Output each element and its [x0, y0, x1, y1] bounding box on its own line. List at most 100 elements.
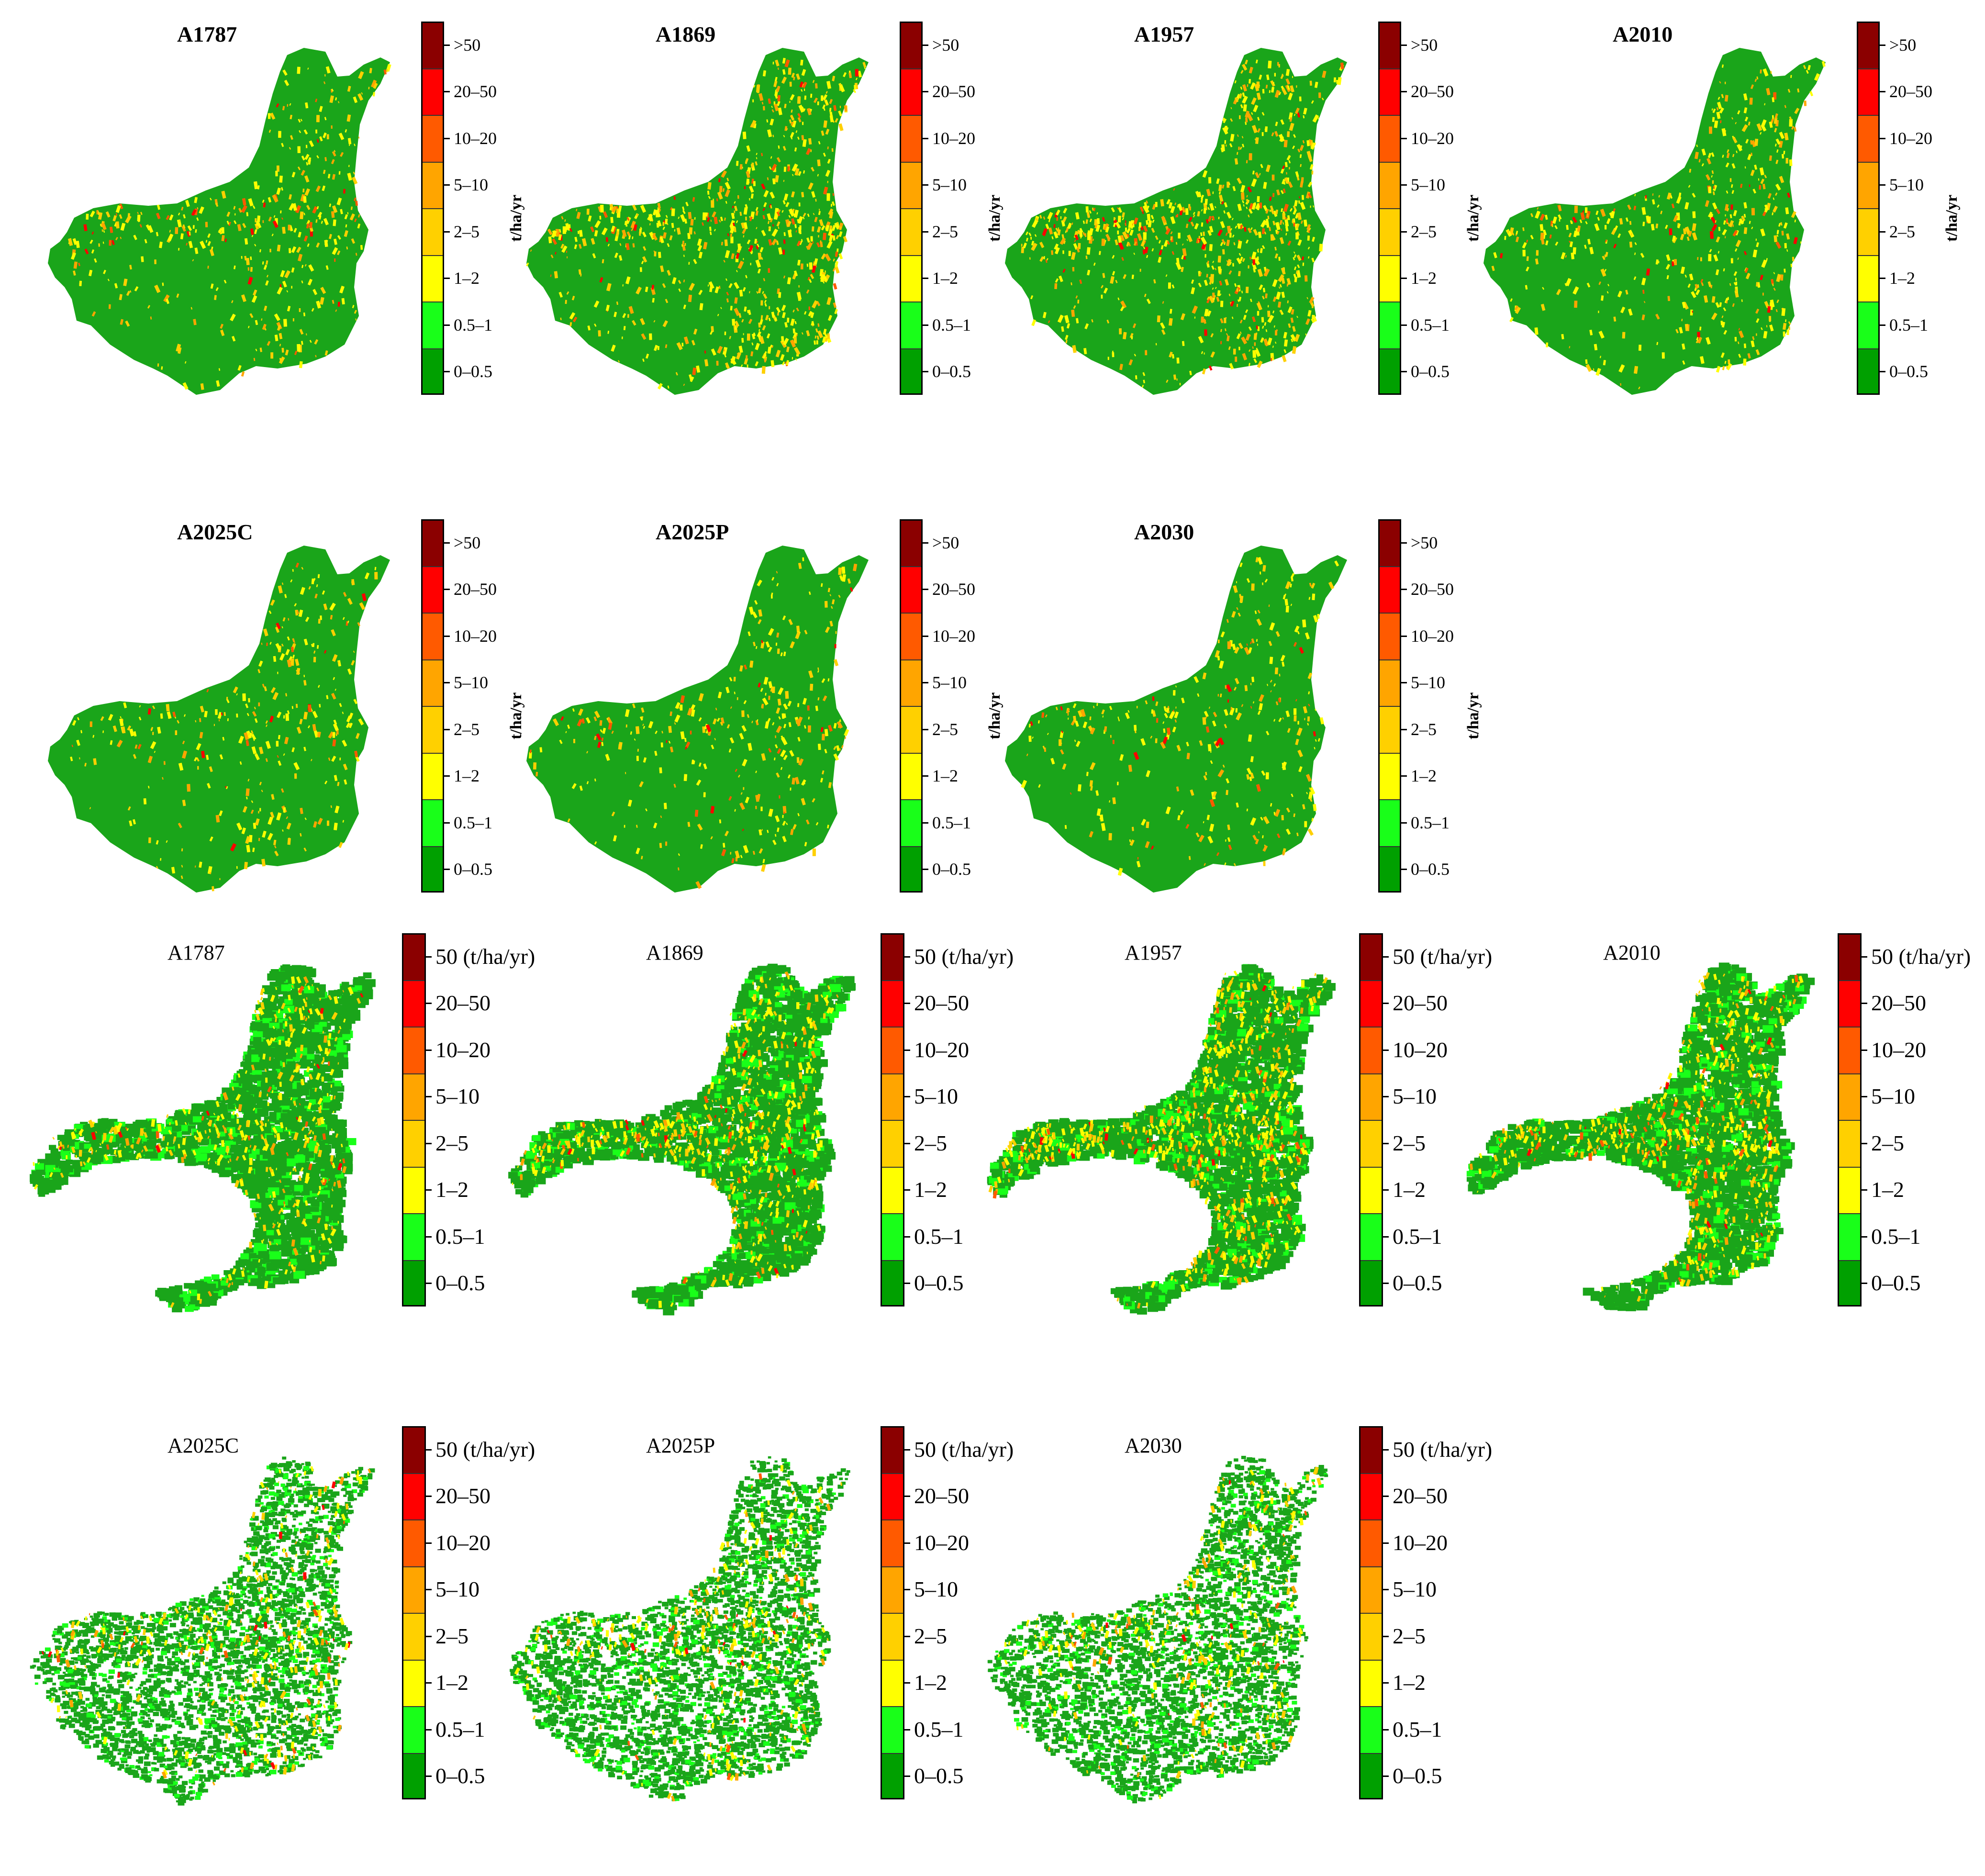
catchment-map	[1474, 38, 1838, 421]
legend-unit-label: t/ha/yr	[1943, 195, 1961, 242]
catchment-area	[1483, 48, 1826, 395]
legend-label: 10–20	[932, 627, 975, 645]
legend-label: 0–0.5	[932, 860, 971, 878]
legend-label: 5–10	[1871, 1085, 1915, 1107]
legend-label: 10–20	[1889, 130, 1932, 147]
legend-label: 0–0.5	[454, 860, 492, 878]
legend-label: 10–20	[435, 1532, 491, 1554]
legend-label: 0–0.5	[1393, 1272, 1442, 1294]
panel-title: A1787	[167, 940, 225, 965]
legend-label: 0.5–1	[1871, 1226, 1921, 1248]
legend-label: >50	[454, 36, 480, 54]
legend-label: >50	[1889, 36, 1916, 54]
catchment-map	[19, 1445, 383, 1828]
legend-colorbar	[1378, 519, 1401, 893]
erosion-cells	[987, 964, 1336, 1315]
panel-title: A1957	[1125, 940, 1182, 965]
legend-label: 5–10	[932, 674, 967, 691]
legend-label: 20–50	[1411, 83, 1454, 100]
legend-label: 2–5	[1411, 721, 1437, 738]
legend-label: 20–50	[914, 1485, 969, 1507]
legend-label: 1–2	[932, 767, 958, 784]
legend-label: 0.5–1	[1393, 1719, 1442, 1741]
legend-label: 1–2	[1393, 1672, 1426, 1694]
legend-label: 10–20	[1411, 130, 1454, 147]
legend-label: 0.5–1	[1889, 316, 1928, 334]
legend-label: 20–50	[1889, 83, 1932, 100]
catchment-map	[517, 38, 881, 421]
erosion-cells	[1467, 962, 1815, 1311]
catchment-area	[526, 546, 869, 893]
legend-label: 0–0.5	[1393, 1765, 1442, 1787]
legend-label: 2–5	[435, 1625, 468, 1647]
legend-label: 2–5	[1871, 1132, 1904, 1154]
legend-label: 1–2	[932, 269, 958, 287]
legend-label: 1–2	[454, 269, 480, 287]
erosion-cells	[510, 1456, 850, 1802]
legend-label: 2–5	[1411, 223, 1437, 240]
legend-label: 20–50	[1871, 992, 1926, 1014]
legend-colorbar	[1838, 933, 1862, 1306]
catchment-area	[48, 546, 390, 893]
legend-label: 0.5–1	[932, 814, 971, 831]
catchment-map	[517, 536, 881, 919]
legend-colorbar	[900, 519, 923, 893]
legend-label: 1–2	[1871, 1179, 1904, 1201]
legend-label: 0.5–1	[435, 1719, 485, 1741]
legend-label: 1–2	[435, 1672, 468, 1694]
panel-title: A2025P	[656, 519, 729, 545]
legend-label: 2–5	[435, 1132, 468, 1154]
legend-label: 2–5	[1393, 1132, 1426, 1154]
erosion-cells	[30, 1457, 375, 1806]
panel-title: A2030	[1134, 519, 1194, 545]
panel-title: A1787	[177, 22, 237, 47]
catchment-map	[1455, 952, 1818, 1335]
legend-label: 0.5–1	[932, 316, 971, 334]
legend-colorbar	[1857, 22, 1880, 395]
legend-label: 50 (t/ha/yr)	[1871, 946, 1971, 968]
legend-label: 0.5–1	[435, 1226, 485, 1248]
catchment-map	[995, 38, 1359, 421]
legend-label: 0–0.5	[1889, 363, 1928, 380]
legend-label: 20–50	[454, 83, 497, 100]
catchment-map	[38, 536, 402, 919]
legend-colorbar	[881, 933, 904, 1306]
legend-label: 2–5	[454, 721, 480, 738]
legend-label: 0–0.5	[914, 1765, 964, 1787]
legend-label: 0–0.5	[435, 1765, 485, 1787]
legend-unit-label: t/ha/yr	[1464, 692, 1483, 739]
legend-label: 0.5–1	[914, 1226, 964, 1248]
legend-label: 5–10	[932, 176, 967, 193]
legend-label: 2–5	[1889, 223, 1915, 240]
legend-label: 5–10	[1411, 176, 1445, 193]
panel-title: A1869	[656, 22, 715, 47]
legend-label: 5–10	[1393, 1085, 1437, 1107]
catchment-map	[38, 38, 402, 421]
legend-label: 5–10	[454, 674, 488, 691]
legend-label: 1–2	[914, 1672, 947, 1694]
legend-label: 5–10	[1889, 176, 1924, 193]
catchment-map	[976, 1445, 1340, 1828]
legend-label: 10–20	[914, 1532, 969, 1554]
legend-label: 0–0.5	[1871, 1272, 1921, 1294]
legend-label: 2–5	[932, 721, 958, 738]
legend-label: 50 (t/ha/yr)	[1393, 1439, 1492, 1461]
legend-colorbar	[402, 933, 426, 1306]
legend-label: 5–10	[1393, 1578, 1437, 1600]
legend-colorbar	[421, 22, 444, 395]
catchment-map	[19, 952, 383, 1335]
legend-label: 10–20	[1411, 627, 1454, 645]
catchment-map	[498, 952, 861, 1335]
legend-label: 10–20	[1393, 1039, 1448, 1061]
legend-label: >50	[454, 534, 480, 551]
